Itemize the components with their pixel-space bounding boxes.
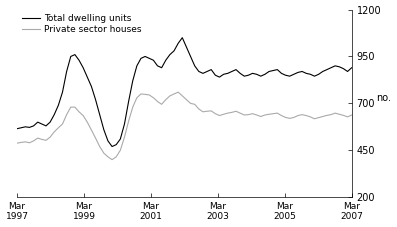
Total dwelling units (176, 42, 181, 45)
Private sector houses (15, 142, 19, 145)
Y-axis label: no.: no. (376, 93, 391, 103)
Legend: Total dwelling units, Private sector houses: Total dwelling units, Private sector hou… (21, 14, 142, 34)
Total dwelling units (291, 73, 296, 76)
Total dwelling units (349, 66, 354, 69)
Private sector houses (180, 94, 185, 97)
Total dwelling units (283, 74, 288, 76)
Private sector houses (176, 91, 181, 94)
Private sector houses (283, 116, 288, 119)
Total dwelling units (106, 140, 110, 142)
Private sector houses (349, 114, 354, 116)
Private sector houses (110, 158, 114, 161)
Private sector houses (93, 137, 98, 139)
Total dwelling units (114, 143, 119, 146)
Total dwelling units (93, 98, 98, 101)
Line: Total dwelling units: Total dwelling units (17, 38, 352, 146)
Total dwelling units (180, 36, 185, 39)
Private sector houses (114, 155, 119, 158)
Private sector houses (291, 116, 296, 119)
Private sector houses (106, 155, 110, 158)
Total dwelling units (110, 145, 114, 148)
Line: Private sector houses: Private sector houses (17, 92, 352, 160)
Total dwelling units (15, 127, 19, 130)
